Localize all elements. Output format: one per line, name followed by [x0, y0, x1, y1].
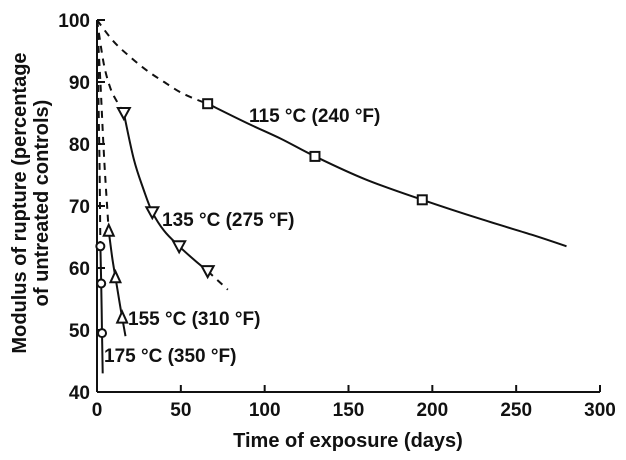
series-label-175c: 175 °C (350 °F): [104, 346, 236, 367]
x-tick-label: 0: [92, 400, 103, 421]
curve-175c-solid: [99, 246, 104, 374]
curve-155c-dashed: [96, 19, 110, 231]
x-tick-label: 150: [333, 400, 365, 421]
point-175c: [95, 241, 106, 252]
curve-135c-solid: [122, 112, 209, 272]
plot-area: 40 50 60 70 80 90 100 0 50 100 150 200 250 300: [58, 11, 616, 421]
point-155c: [108, 268, 122, 284]
point-155c: [102, 222, 116, 237]
x-tick-label: 50: [170, 400, 191, 421]
curve-175c-dashed: [96, 19, 102, 247]
point-155c: [115, 309, 129, 324]
point-135c: [116, 107, 132, 122]
y-axis-title: Modulus of rupture (percentage of untrea…: [9, 52, 53, 353]
y-axis-title-line-1: Modulus of rupture (percentage: [9, 52, 31, 353]
y-tick-label: 80: [69, 135, 90, 156]
y-tick-label: 60: [69, 259, 90, 280]
curve-115c-dashed: [96, 19, 209, 105]
y-tick-label: 50: [69, 321, 90, 342]
y-tick-label: 90: [69, 73, 90, 94]
x-ticks: 0 50 100 150 200 250 300: [92, 385, 616, 421]
x-tick-label: 100: [249, 400, 281, 421]
y-tick-label: 40: [69, 383, 90, 404]
point-135c: [199, 265, 216, 280]
point-135c: [144, 206, 161, 221]
curve-135c-dashed-tail: [206, 270, 229, 291]
series-label-155c: 155 °C (310 °F): [128, 309, 260, 330]
series-label-135c: 135 °C (275 °F): [162, 210, 294, 231]
curve-135c-dashed: [96, 19, 125, 114]
point-175c: [97, 328, 108, 339]
point-135c: [171, 240, 187, 255]
x-tick-label: 250: [500, 400, 532, 421]
curve-115c-solid: [207, 102, 567, 248]
markers: [95, 98, 428, 339]
y-axis-title-line-2: of untreated controls): [31, 100, 53, 307]
y-tick-label: 100: [58, 11, 90, 32]
point-115c: [416, 194, 428, 206]
point-175c: [96, 278, 107, 289]
x-tick-label: 300: [584, 400, 616, 421]
x-axis-title: Time of exposure (days): [233, 430, 463, 452]
x-tick-label: 200: [416, 400, 448, 421]
y-tick-label: 70: [69, 197, 90, 218]
series-label-115c: 115 °C (240 °F): [249, 106, 380, 127]
point-115c: [309, 150, 321, 162]
point-115c: [202, 98, 214, 110]
curves: [96, 19, 567, 374]
